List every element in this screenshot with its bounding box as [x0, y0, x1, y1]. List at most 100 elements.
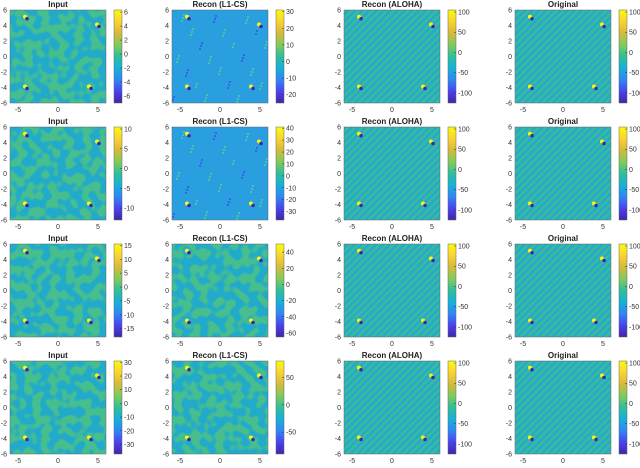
- colorbar-tick-label: 0: [124, 166, 128, 173]
- x-tick-label: -5: [177, 341, 183, 348]
- x-tick-label: 5: [96, 458, 100, 465]
- sparse-dot: [223, 149, 225, 151]
- source-trough: [259, 24, 263, 29]
- source-trough: [423, 320, 427, 325]
- colorbar-tick-label: -15: [124, 326, 134, 333]
- sparse-dot: [260, 202, 262, 204]
- y-tick-label: 6: [508, 125, 512, 132]
- sparse-dot: [232, 46, 234, 48]
- sparse-dot: [256, 147, 258, 149]
- y-tick-label: 6: [165, 359, 169, 366]
- sparse-dot: [228, 84, 230, 86]
- source-trough: [423, 203, 427, 208]
- heatmap-image: [10, 244, 106, 337]
- y-tick-label: 2: [165, 156, 169, 163]
- y-tick-label: -6: [1, 101, 7, 108]
- x-tick-label: 0: [561, 458, 565, 465]
- colorbar-tick-label: 10: [124, 257, 132, 264]
- colorbar-tick-label: 20: [286, 150, 294, 157]
- source-trough: [359, 250, 363, 255]
- colorbar: [113, 126, 123, 221]
- sparse-dot: [251, 188, 253, 190]
- source-trough: [423, 437, 427, 442]
- y-tick-label: 4: [508, 140, 512, 147]
- source-trough: [359, 367, 363, 372]
- source-trough: [530, 16, 534, 21]
- panel-title: Recon (ALOHA): [362, 351, 423, 360]
- panel: Input 6 4 2 0 -2 -4 -6 -5 0 5 10 5 0 -5 -10: [1, 117, 134, 231]
- y-tick-label: -6: [506, 101, 512, 108]
- sparse-dot: [173, 96, 175, 98]
- source-trough: [431, 24, 435, 29]
- colorbar-tick-label: -50: [458, 70, 468, 77]
- source-trough: [530, 367, 534, 372]
- colorbar-tick-label: 20: [286, 26, 294, 33]
- y-tick-label: 4: [508, 23, 512, 30]
- y-tick-label: -2: [506, 70, 512, 77]
- sparse-dot: [173, 213, 175, 215]
- y-tick-label: 2: [3, 273, 7, 280]
- colorbar-tick-label: 0: [458, 50, 462, 57]
- x-tick-label: 5: [96, 341, 100, 348]
- sparse-dot: [209, 176, 211, 178]
- x-tick-label: 5: [430, 224, 434, 231]
- y-tick-label: 0: [165, 405, 169, 412]
- x-tick-label: 0: [56, 341, 60, 348]
- y-tick-label: -2: [163, 70, 169, 77]
- sparse-dot: [246, 136, 248, 138]
- panel-title: Original: [548, 351, 578, 360]
- sparse-dot: [237, 215, 239, 217]
- colorbar: [275, 360, 285, 455]
- colorbar-tick-label: -100: [629, 90, 640, 97]
- sparse-dot: [192, 145, 194, 147]
- y-tick-label: 6: [337, 125, 341, 132]
- y-tick-label: -4: [506, 319, 512, 326]
- sparse-dot: [205, 97, 207, 99]
- axes-frame: [9, 243, 107, 338]
- sparse-dot: [178, 172, 180, 174]
- heatmap-image: [515, 244, 611, 337]
- source-trough: [251, 320, 255, 325]
- sparse-dot: [176, 61, 178, 63]
- source-trough: [187, 250, 191, 255]
- sparse-dot: [195, 86, 197, 88]
- y-tick-label: 0: [508, 171, 512, 178]
- colorbar-tick-label: 0: [286, 402, 290, 409]
- source-trough: [97, 141, 101, 146]
- colorbar: [618, 243, 628, 338]
- x-tick-label: 0: [56, 107, 60, 114]
- sparse-dot: [260, 85, 262, 87]
- y-tick-label: 4: [165, 374, 169, 381]
- panel: Input 6 4 2 0 -2 -4 -6 -5 0 5 6 4 2 0 -2 -4 -6: [1, 0, 131, 114]
- colorbar-tick-label: -100: [458, 441, 472, 448]
- x-tick-label: 5: [430, 458, 434, 465]
- colorbar: [447, 360, 457, 455]
- y-tick-label: 4: [165, 140, 169, 147]
- panel-title: Recon (L1-CS): [192, 351, 247, 360]
- sparse-dot: [236, 218, 238, 220]
- colorbar: [275, 243, 285, 338]
- axes-frame: [171, 126, 269, 221]
- y-tick-label: 0: [337, 171, 341, 178]
- x-tick-label: -5: [15, 107, 21, 114]
- source-trough: [97, 258, 101, 263]
- panel-title: Recon (L1-CS): [192, 234, 247, 243]
- y-tick-label: 0: [508, 54, 512, 61]
- x-tick-label: -5: [349, 341, 355, 348]
- colorbar-tick-label: -20: [124, 428, 134, 435]
- y-tick-label: -6: [163, 218, 169, 225]
- x-tick-label: 5: [601, 107, 605, 114]
- source-trough: [594, 203, 598, 208]
- source-trough: [530, 250, 534, 255]
- colorbar-tick-label: 6: [124, 10, 128, 17]
- x-tick-label: -5: [520, 341, 526, 348]
- colorbar-tick-label: -10: [286, 76, 296, 83]
- panel-title: Input: [48, 351, 68, 360]
- colorbar-tick-label: 50: [629, 147, 637, 154]
- colorbar: [618, 360, 628, 455]
- colorbar-tick-label: 0: [458, 167, 462, 174]
- x-tick-label: 0: [218, 341, 222, 348]
